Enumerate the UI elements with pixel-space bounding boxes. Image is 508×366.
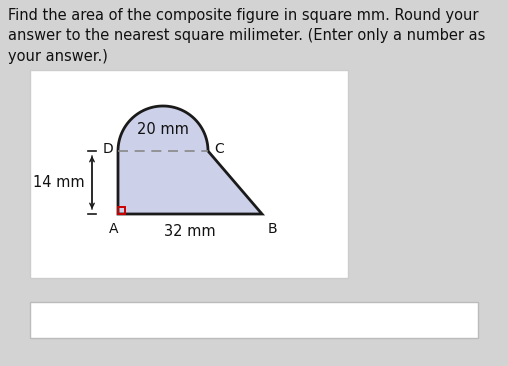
Text: 14 mm: 14 mm [34, 175, 85, 190]
Polygon shape [118, 106, 262, 214]
Text: C: C [214, 142, 224, 156]
Bar [30, 70, 348, 278]
Bar [30, 302, 478, 338]
Text: B: B [268, 222, 278, 236]
Text: A: A [109, 222, 119, 236]
Text: D: D [102, 142, 113, 156]
Text: 32 mm: 32 mm [164, 224, 216, 239]
Text: Find the area of the composite figure in square mm. Round your
answer to the nea: Find the area of the composite figure in… [8, 8, 485, 64]
Text: 20 mm: 20 mm [137, 122, 189, 137]
Bar [118, 207, 125, 214]
